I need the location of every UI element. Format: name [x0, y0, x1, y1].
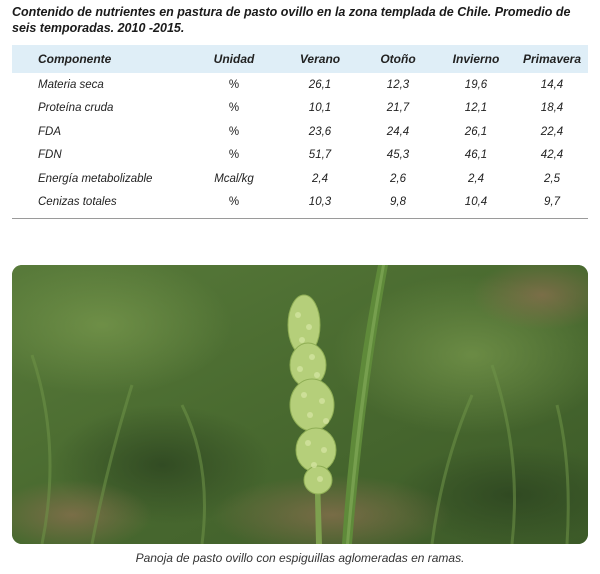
grass-photo — [12, 265, 588, 544]
cell-componente: Energía metabolizable — [38, 172, 153, 185]
header-primavera: Primavera — [522, 52, 582, 66]
cell-unidad: % — [228, 149, 240, 162]
cell-unidad: % — [228, 196, 240, 209]
cell-verano: 51,7 — [308, 149, 332, 162]
nutrient-table: Componente Unidad Verano Otoño Invierno … — [12, 45, 588, 219]
cell-otono: 2,6 — [390, 172, 406, 185]
table-header-row: Componente Unidad Verano Otoño Invierno … — [12, 45, 588, 73]
header-invierno: Invierno — [452, 52, 500, 66]
table-row: FDN % 51,7 45,3 46,1 42,4 — [12, 144, 588, 168]
photo-caption: Panoja de pasto ovillo con espiguillas a… — [135, 551, 465, 565]
cell-invierno: 46,1 — [464, 149, 488, 162]
cell-otono: 9,8 — [390, 196, 406, 209]
cell-verano: 10,1 — [308, 102, 332, 115]
cell-primavera: 42,4 — [540, 149, 564, 162]
cell-unidad: % — [228, 125, 240, 138]
header-verano: Verano — [299, 52, 341, 66]
cell-componente: FDA — [38, 125, 61, 138]
table-row: Materia seca % 26,1 12,3 19,6 14,4 — [12, 73, 588, 97]
cell-invierno: 26,1 — [464, 125, 488, 138]
header-otono: Otoño — [380, 52, 416, 66]
cell-primavera: 22,4 — [540, 125, 564, 138]
cell-otono: 21,7 — [386, 102, 410, 115]
cell-otono: 24,4 — [386, 125, 410, 138]
cell-invierno: 10,4 — [464, 196, 488, 209]
cell-otono: 45,3 — [386, 149, 410, 162]
table-row: Energía metabolizable Mcal/kg 2,4 2,6 2,… — [12, 167, 588, 191]
cell-invierno: 12,1 — [464, 102, 488, 115]
cell-verano: 23,6 — [308, 125, 332, 138]
cell-invierno: 19,6 — [464, 78, 488, 91]
cell-invierno: 2,4 — [468, 172, 484, 185]
cell-unidad: % — [228, 102, 240, 115]
cell-primavera: 2,5 — [544, 172, 560, 185]
table-row: Proteína cruda % 10,1 21,7 12,1 18,4 — [12, 97, 588, 121]
cell-verano: 10,3 — [308, 196, 332, 209]
cell-primavera: 18,4 — [540, 102, 564, 115]
cell-unidad: Mcal/kg — [214, 172, 254, 185]
cell-unidad: % — [228, 78, 240, 91]
cell-componente: FDN — [38, 149, 62, 162]
header-unidad: Unidad — [213, 52, 255, 66]
cell-componente: Cenizas totales — [38, 196, 117, 209]
table-title: Contenido de nutrientes en pastura de pa… — [12, 5, 571, 35]
cell-verano: 2,4 — [312, 172, 328, 185]
cell-componente: Proteína cruda — [38, 102, 114, 115]
cell-otono: 12,3 — [386, 78, 410, 91]
cell-verano: 26,1 — [308, 78, 332, 91]
header-componente: Componente — [38, 52, 112, 66]
table-row: Cenizas totales % 10,3 9,8 10,4 9,7 — [12, 191, 588, 215]
cell-primavera: 14,4 — [540, 78, 564, 91]
cell-primavera: 9,7 — [544, 196, 560, 209]
table-row: FDA % 23,6 24,4 26,1 22,4 — [12, 120, 588, 144]
cell-componente: Materia seca — [38, 78, 104, 91]
